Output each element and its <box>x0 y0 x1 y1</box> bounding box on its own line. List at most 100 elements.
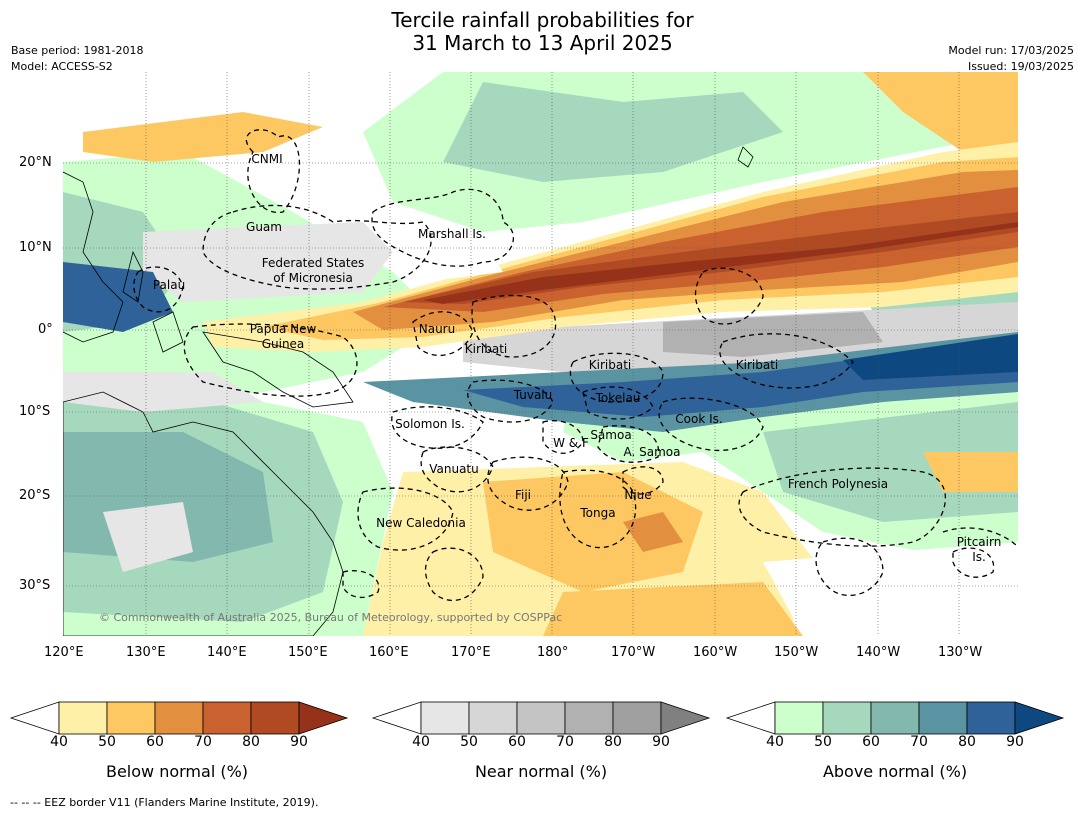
model-name: Model: ACCESS-S2 <box>11 60 113 73</box>
lon-tick-180: 180° <box>537 645 569 660</box>
colorbar-above-high-arrow <box>1014 701 1065 735</box>
colorbar-near-bin-3 <box>564 701 614 735</box>
colorbar-near-tick-80: 80 <box>604 734 622 750</box>
eez-footnote: -- -- -- EEZ border V11 (Flanders Marine… <box>10 796 319 809</box>
colorbar-near-bin-0 <box>420 701 470 735</box>
label-png-1: Papua New <box>250 322 317 336</box>
colorbar-label-near: Near normal (%) <box>474 762 608 781</box>
colorbar-above-tick-60: 60 <box>862 734 880 750</box>
issued-date: Issued: 19/03/2025 <box>967 60 1074 73</box>
label-guam: Guam <box>246 220 282 234</box>
colorbar-near-bin-2 <box>516 701 566 735</box>
label-cnmi: CNMI <box>251 152 282 166</box>
label-kiribati-west: Kiribati <box>465 342 507 356</box>
colorbar-above-tick-80: 80 <box>958 734 976 750</box>
colorbar-below-bin-1 <box>106 701 156 735</box>
lat-tick-10n: 10°N <box>19 240 52 255</box>
lon-tick-150e: 150°E <box>288 645 328 660</box>
colorbar-below-bin-2 <box>154 701 204 735</box>
colorbar-above-low-arrow <box>725 701 776 735</box>
label-solomon: Solomon Is. <box>395 417 465 431</box>
label-png-2: Guinea <box>262 337 305 351</box>
lat-tick-30s: 30°S <box>19 578 51 593</box>
colorbar-below-tick-70: 70 <box>194 734 212 750</box>
label-wallis-futuna: W & F <box>553 436 589 450</box>
lon-tick-140w: 140°W <box>856 645 901 660</box>
label-samoa: Samoa <box>590 428 631 442</box>
colorbar-below-high-arrow <box>298 701 349 735</box>
colorbar-below-bin-0 <box>58 701 108 735</box>
label-niue: Niue <box>624 488 651 502</box>
lon-tick-120e: 120°E <box>44 645 84 660</box>
colorbar-below-tick-80: 80 <box>242 734 260 750</box>
eez-borders <box>133 129 1018 601</box>
lon-tick-160w: 160°W <box>693 645 738 660</box>
lon-tick-130e: 130°E <box>126 645 166 660</box>
label-kiribati-east: Kiribati <box>736 358 778 372</box>
lat-tick-0: 0° <box>38 322 53 337</box>
lon-tick-170e: 170°E <box>451 645 491 660</box>
lat-tick-20n: 20°N <box>19 155 52 170</box>
label-fsm-2: of Micronesia <box>273 271 353 285</box>
colorbar-near-normal <box>371 701 711 735</box>
colorbar-near-low-arrow <box>371 701 422 735</box>
label-pitcairn-2: Is. <box>972 550 986 564</box>
lon-tick-130w: 130°W <box>938 645 983 660</box>
lon-tick-140e: 140°E <box>207 645 247 660</box>
colorbar-above-bin-0 <box>774 701 824 735</box>
colorbar-near-tick-60: 60 <box>508 734 526 750</box>
colorbar-above-tick-90: 90 <box>1006 734 1024 750</box>
label-marshall: Marshall Is. <box>418 227 486 241</box>
colorbar-below-tick-50: 50 <box>98 734 116 750</box>
lon-tick-150w: 150°W <box>774 645 819 660</box>
label-vanuatu: Vanuatu <box>429 462 479 476</box>
label-palau: Palau <box>153 278 185 292</box>
colorbar-near-tick-90: 90 <box>652 734 670 750</box>
label-kiribati-central: Kiribati <box>589 358 631 372</box>
lon-tick-170w: 170°W <box>611 645 656 660</box>
colorbar-label-below: Below normal (%) <box>105 762 249 781</box>
label-tuvalu: Tuvalu <box>513 388 553 402</box>
colorbar-below-tick-60: 60 <box>146 734 164 750</box>
colorbar-below-tick-40: 40 <box>50 734 68 750</box>
label-nauru: Nauru <box>419 322 455 336</box>
label-american-samoa: A. Samoa <box>624 445 681 459</box>
probability-map: CNMI Guam Marshall Is. Federated States … <box>63 72 1018 636</box>
colorbar-above-tick-70: 70 <box>910 734 928 750</box>
lon-tick-160e: 160°E <box>369 645 409 660</box>
lat-tick-20s: 20°S <box>19 488 51 503</box>
colorbar-above-bin-3 <box>918 701 968 735</box>
colorbar-label-above: Above normal (%) <box>822 762 968 781</box>
map-title-line1: Tercile rainfall probabilities for <box>391 8 694 32</box>
label-cook-islands: Cook Is. <box>675 412 722 426</box>
colorbar-below-tick-90: 90 <box>290 734 308 750</box>
colorbar-near-high-arrow <box>660 701 711 735</box>
label-tonga: Tonga <box>579 506 615 520</box>
label-fsm-1: Federated States <box>262 256 364 270</box>
colorbar-above-normal <box>725 701 1065 735</box>
colorbar-below-bin-3 <box>202 701 252 735</box>
base-period: Base period: 1981-2018 <box>11 44 144 57</box>
copyright-notice: © Commonwealth of Australia 2025, Bureau… <box>99 611 562 624</box>
colorbar-near-tick-50: 50 <box>460 734 478 750</box>
model-run: Model run: 17/03/2025 <box>948 44 1074 57</box>
label-fiji: Fiji <box>515 488 531 502</box>
colorbar-near-tick-70: 70 <box>556 734 574 750</box>
colorbar-above-tick-50: 50 <box>814 734 832 750</box>
colorbar-below-bin-4 <box>250 701 300 735</box>
colorbars <box>9 701 1065 735</box>
colorbar-near-bin-1 <box>468 701 518 735</box>
colorbar-near-bin-4 <box>612 701 662 735</box>
map-title-line2: 31 March to 13 April 2025 <box>412 31 673 55</box>
colorbar-above-bin-2 <box>870 701 920 735</box>
lat-tick-10s: 10°S <box>19 404 51 419</box>
map-panel: CNMI Guam Marshall Is. Federated States … <box>63 72 1018 636</box>
label-pitcairn-1: Pitcairn <box>957 535 1002 549</box>
colorbar-above-bin-4 <box>966 701 1016 735</box>
colorbar-above-bin-1 <box>822 701 872 735</box>
label-new-caledonia: New Caledonia <box>376 516 466 530</box>
colorbar-below-normal <box>9 701 349 735</box>
colorbar-near-tick-40: 40 <box>412 734 430 750</box>
colorbar-below-low-arrow <box>9 701 60 735</box>
label-french-polynesia: French Polynesia <box>788 477 888 491</box>
